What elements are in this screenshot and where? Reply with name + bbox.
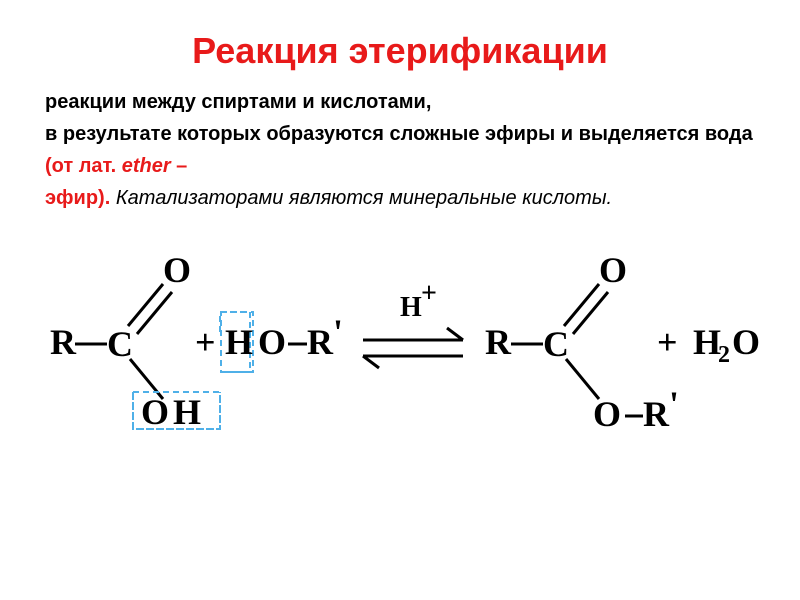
catalyst-note: Катализаторами являются минеральные кисл… bbox=[116, 187, 612, 209]
ester-O-dbl: O bbox=[599, 250, 627, 290]
bond-c=o-3 bbox=[564, 284, 599, 326]
acid-O-dbl: O bbox=[163, 250, 191, 290]
acid-R: R bbox=[50, 322, 77, 362]
ester-C: C bbox=[543, 324, 569, 364]
alc-H: H bbox=[225, 322, 253, 362]
def-part1: реакции между спиртами и кислотами, bbox=[45, 91, 431, 113]
ester-R2: R bbox=[643, 394, 670, 434]
ester-prime: ' bbox=[669, 384, 679, 424]
water-H: H bbox=[693, 322, 721, 362]
latin-open: (от лат. bbox=[45, 155, 122, 177]
dash: – bbox=[171, 155, 188, 177]
reaction-diagram: R C O O H + H O R ' H + R C O O R ' + H … bbox=[45, 244, 765, 464]
ether-translation: эфир). bbox=[45, 187, 110, 209]
equilibrium-arrow bbox=[363, 328, 463, 368]
catalyst-plus: + bbox=[421, 278, 437, 309]
water-O: O bbox=[732, 322, 760, 362]
alc-prime: ' bbox=[333, 312, 343, 352]
acid-H-oh: H bbox=[173, 392, 201, 432]
definition-text: реакции между спиртами и кислотами, в ре… bbox=[45, 86, 755, 214]
slide-title: Реакция этерификации bbox=[45, 30, 755, 72]
ether-latin: ether bbox=[122, 155, 171, 177]
bond-c=o-2 bbox=[137, 292, 172, 334]
alc-R: R bbox=[307, 322, 334, 362]
bond-c=o-1 bbox=[128, 284, 163, 326]
alc-O: O bbox=[258, 322, 286, 362]
acid-O-oh: O bbox=[141, 392, 169, 432]
plus-1: + bbox=[195, 322, 216, 362]
acid-C: C bbox=[107, 324, 133, 364]
water-2: 2 bbox=[718, 342, 730, 368]
ester-O-single: O bbox=[593, 394, 621, 434]
bond-c=o-4 bbox=[573, 292, 608, 334]
def-part2: в результате которых образуются сложные … bbox=[45, 123, 753, 145]
ester-R: R bbox=[485, 322, 512, 362]
bond-c-or bbox=[566, 359, 599, 399]
plus-2: + bbox=[657, 322, 678, 362]
catalyst-H: H bbox=[400, 292, 422, 323]
